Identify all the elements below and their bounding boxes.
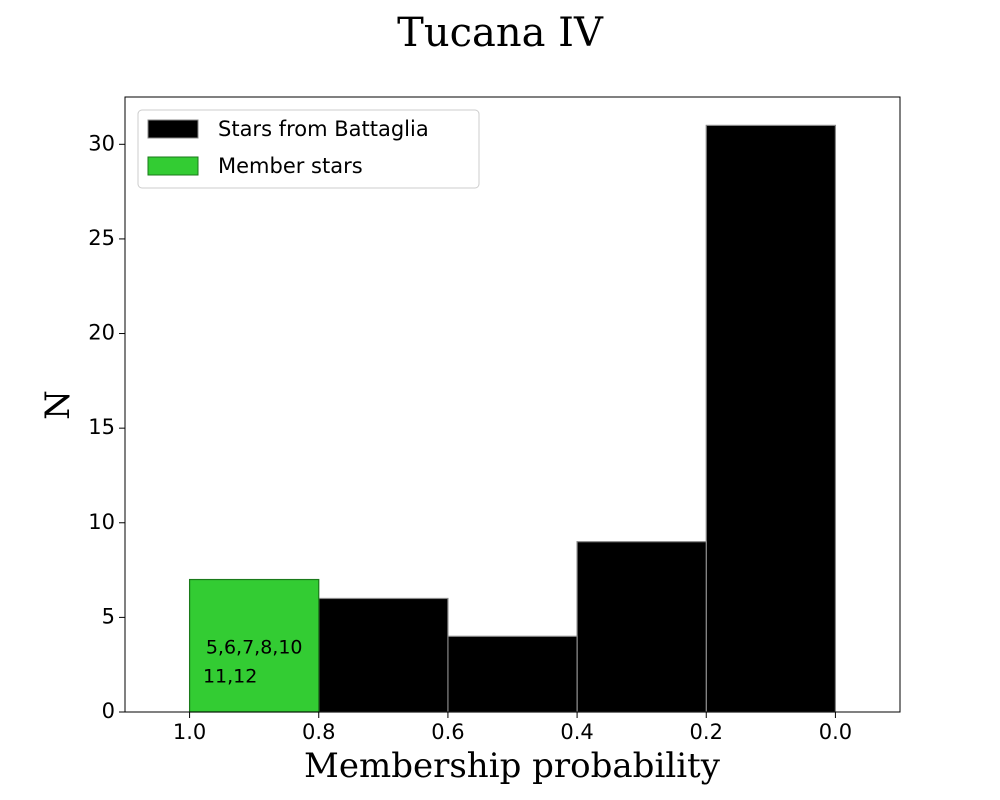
- legend-label: Stars from Battaglia: [218, 117, 429, 141]
- plot-frame: [124, 96, 901, 713]
- annotation: 5,6,7,8,10: [206, 637, 303, 659]
- x-tick-label: 0.6: [431, 720, 464, 744]
- y-axis-label: N: [38, 390, 78, 420]
- x-tick-label: 1.0: [173, 720, 206, 744]
- annotation: 11,12: [203, 666, 257, 688]
- legend-swatch: [147, 119, 199, 139]
- y-tick-label: 10: [88, 510, 115, 534]
- y-tick-label: 15: [88, 415, 115, 439]
- legend-swatch: [147, 156, 199, 176]
- y-tick-label: 5: [102, 604, 115, 628]
- x-tick-label: 0.4: [560, 720, 593, 744]
- x-tick-label: 0.8: [302, 720, 335, 744]
- x-tick-label: 0.0: [819, 720, 852, 744]
- legend-label: Member stars: [218, 154, 363, 178]
- y-tick-label: 30: [88, 131, 115, 155]
- x-axis-label: Membership probability: [304, 746, 721, 786]
- chart-title: Tucana IV: [397, 10, 604, 56]
- bar: [188, 578, 320, 713]
- bar: [318, 597, 449, 713]
- y-tick-label: 20: [88, 321, 115, 345]
- bar: [447, 635, 578, 713]
- y-tick-label: 0: [102, 699, 115, 723]
- x-tick-label: 0.2: [690, 720, 723, 744]
- bar: [705, 124, 837, 713]
- y-tick-label: 25: [88, 226, 115, 250]
- legend-frame: [137, 109, 480, 189]
- legend: Stars from Battaglia Member stars: [137, 109, 480, 189]
- bar: [576, 541, 707, 713]
